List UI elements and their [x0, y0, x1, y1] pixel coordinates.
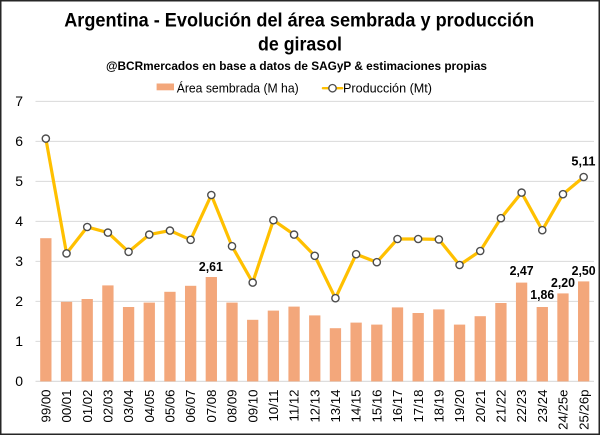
svg-text:5,11: 5,11 [571, 154, 595, 169]
svg-text:18/19: 18/19 [431, 390, 446, 423]
svg-text:24/25e: 24/25e [556, 390, 571, 430]
svg-text:15/16: 15/16 [369, 390, 384, 423]
svg-text:19/20: 19/20 [452, 390, 467, 423]
svg-text:09/10: 09/10 [245, 390, 260, 423]
svg-text:17/18: 17/18 [411, 390, 426, 423]
svg-text:5: 5 [15, 173, 23, 189]
svg-text:7: 7 [15, 93, 23, 109]
svg-text:2: 2 [15, 293, 23, 309]
svg-text:20/21: 20/21 [473, 389, 488, 422]
svg-text:01/02: 01/02 [80, 390, 95, 423]
svg-text:14/15: 14/15 [349, 390, 364, 423]
svg-text:07/08: 07/08 [204, 390, 219, 423]
svg-text:08/09: 08/09 [225, 390, 240, 423]
svg-text:2,50: 2,50 [572, 263, 596, 278]
svg-text:6: 6 [15, 133, 23, 149]
svg-text:16/17: 16/17 [390, 390, 405, 423]
svg-text:12/13: 12/13 [307, 390, 322, 423]
svg-text:Producción (Mt): Producción (Mt) [343, 80, 432, 95]
svg-text:02/03: 02/03 [101, 390, 116, 423]
svg-text:00/01: 00/01 [59, 390, 74, 423]
svg-text:11/12: 11/12 [287, 390, 302, 422]
svg-text:21/22: 21/22 [494, 390, 509, 423]
svg-text:23/24: 23/24 [535, 390, 550, 423]
svg-text:4: 4 [15, 213, 23, 229]
svg-text:Argentina - Evolución del área: Argentina - Evolución del área sembrada … [64, 10, 534, 31]
svg-text:04/05: 04/05 [142, 390, 157, 423]
svg-text:Área sembrada (M ha): Área sembrada (M ha) [177, 80, 299, 95]
svg-text:03/04: 03/04 [121, 390, 136, 423]
svg-text:2,20: 2,20 [551, 275, 575, 290]
svg-text:de girasol: de girasol [258, 34, 342, 55]
svg-text:99/00: 99/00 [38, 390, 53, 423]
svg-text:10/11: 10/11 [266, 390, 281, 422]
svg-text:13/14: 13/14 [328, 390, 343, 423]
svg-text:25/26p: 25/26p [576, 390, 591, 430]
svg-text:@BCRmercados en base a datos d: @BCRmercados en base a datos de SAGyP & … [106, 59, 487, 73]
svg-text:2,47: 2,47 [510, 263, 534, 278]
svg-text:1,86: 1,86 [530, 287, 554, 302]
svg-text:1: 1 [15, 333, 23, 349]
svg-text:2,61: 2,61 [199, 259, 223, 274]
svg-text:0: 0 [15, 373, 23, 389]
svg-text:06/07: 06/07 [183, 390, 198, 423]
svg-text:22/23: 22/23 [514, 390, 529, 423]
svg-text:3: 3 [15, 253, 23, 269]
svg-text:05/06: 05/06 [163, 390, 178, 423]
